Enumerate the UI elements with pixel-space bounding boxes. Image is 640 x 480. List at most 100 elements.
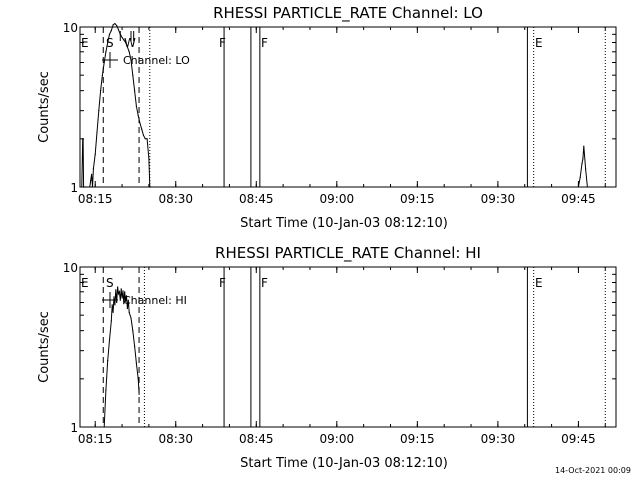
y-tick-label: 10 (63, 21, 78, 35)
data-point (137, 114, 139, 117)
data-point (124, 291, 126, 293)
data-point (142, 134, 145, 136)
data-point (110, 30, 112, 32)
x-tick-label: 09:00 (320, 192, 355, 206)
plot-frame (79, 266, 617, 428)
x-tick-label: 08:45 (239, 192, 274, 206)
chart-title: RHESSI PARTICLE_RATE Channel: HI (215, 244, 481, 263)
data-point (108, 33, 111, 35)
data-point (582, 158, 584, 160)
data-point (148, 158, 150, 160)
data-point (105, 51, 107, 53)
x-tick-label: 08:30 (158, 192, 193, 206)
legend-label: Channel: HI (123, 294, 187, 307)
data-point (137, 378, 139, 380)
data-point (130, 59, 132, 61)
data-point (105, 389, 107, 391)
x-tick-label: 08:45 (239, 432, 274, 446)
chart-panel-lo: RHESSI PARTICLE_RATE Channel: LO 08:15 08:… (37, 4, 617, 231)
data-point (114, 23, 116, 25)
x-tick-label: 09:30 (481, 432, 516, 446)
data-point (91, 173, 93, 175)
footer-timestamp: 14-Oct-2021 00:09 (555, 466, 631, 475)
data-point (130, 317, 132, 319)
plot-frame (79, 26, 617, 188)
flag-label: F (219, 276, 226, 290)
data-point (90, 179, 92, 181)
x-tick-label: 09:00 (320, 432, 355, 446)
data-point (139, 122, 141, 124)
data-point (117, 286, 119, 288)
data-point (116, 25, 118, 27)
data-point (128, 311, 130, 313)
x-tick-label: 09:15 (400, 432, 435, 446)
flag-label: S (106, 276, 114, 290)
data-point (113, 296, 115, 298)
y-axis-label: Counts/sec (37, 71, 52, 143)
data-point (94, 153, 96, 155)
data-point (107, 360, 109, 362)
data-point (83, 186, 86, 188)
y-tick-label: 1 (70, 421, 78, 435)
data-point (150, 186, 152, 188)
data-point (103, 61, 105, 64)
data-point (123, 39, 125, 41)
data-point (86, 186, 88, 188)
x-tick-label: 09:45 (561, 192, 596, 206)
data-point (114, 304, 116, 306)
data-point (577, 186, 580, 188)
data-point (118, 291, 120, 293)
data-point (138, 393, 140, 395)
data-point (122, 290, 124, 292)
x-tick-label: 09:30 (481, 192, 516, 206)
data-point (119, 299, 121, 301)
data-point (132, 330, 134, 332)
data-point (134, 345, 136, 347)
data-point (135, 105, 137, 107)
data-point (583, 145, 585, 147)
data-point (146, 138, 148, 140)
y-tick-label: 10 (63, 261, 78, 275)
data-point (126, 46, 128, 48)
chart-panel-hi: RHESSI PARTICLE_RATE Channel: HI 08:15 08:… (37, 244, 617, 471)
data-point (84, 186, 86, 188)
data-point (581, 163, 583, 165)
data-point (121, 36, 123, 39)
data-point (132, 74, 134, 76)
data-point (135, 362, 137, 364)
y-axis-label: Counts/sec (37, 311, 52, 383)
data-point (110, 320, 112, 322)
data-point (96, 131, 98, 133)
data-point (585, 168, 587, 170)
flag-label: F (261, 276, 268, 290)
data-point (128, 51, 130, 53)
data-point (119, 33, 121, 35)
legend-label: Channel: LO (123, 54, 190, 67)
data-point (108, 339, 111, 341)
x-tick-label: 08:15 (78, 432, 113, 446)
data-point (125, 41, 127, 44)
data-point (91, 186, 94, 188)
data-point (117, 293, 120, 295)
data-point (586, 186, 589, 188)
data-point (111, 304, 113, 306)
flag-label: E (535, 276, 543, 290)
data-point (121, 297, 123, 299)
x-tick-label: 08:15 (78, 192, 113, 206)
x-tick-label: 09:45 (561, 432, 596, 446)
y-tick-label: 1 (70, 181, 78, 195)
data-point (82, 138, 84, 140)
data-point (117, 29, 120, 31)
x-axis-label: Start Time (10-Jan-03 08:12:10) (240, 216, 448, 231)
flag-label: S (106, 36, 114, 50)
x-tick-label: 09:15 (400, 192, 435, 206)
data-point (120, 288, 122, 290)
data-point (579, 176, 581, 178)
flag-label: E (81, 36, 89, 50)
data-point (115, 289, 117, 291)
data-point (125, 295, 128, 297)
data-point (127, 299, 129, 301)
data-point (89, 186, 91, 188)
data-point (141, 128, 143, 130)
